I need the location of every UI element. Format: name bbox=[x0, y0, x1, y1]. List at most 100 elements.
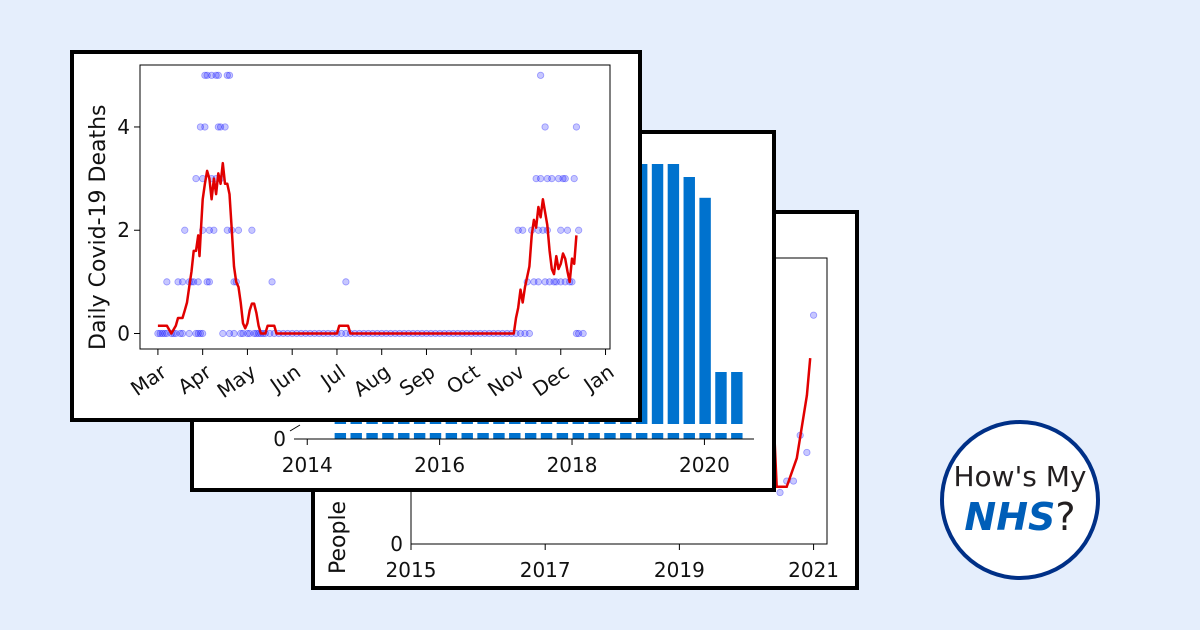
front-scatter-point bbox=[552, 278, 560, 286]
front-scatter-point bbox=[532, 175, 540, 183]
middle-bar-base bbox=[683, 433, 695, 439]
front-scatter-point bbox=[158, 329, 166, 338]
middle-bar-base bbox=[715, 433, 727, 439]
middle-bar-base bbox=[572, 433, 584, 439]
front-scatter-point bbox=[194, 329, 202, 338]
front-scatter-point bbox=[216, 123, 225, 131]
back-x-tick-label: 2017 bbox=[520, 558, 571, 582]
middle-bar-base bbox=[604, 433, 616, 439]
front-scatter-point bbox=[252, 329, 260, 338]
front-scatter-point bbox=[196, 123, 205, 131]
middle-bar bbox=[683, 177, 695, 424]
front-scatter-point bbox=[203, 71, 211, 79]
front-scatter-point bbox=[156, 329, 164, 338]
front-x-tick-label: Aug bbox=[349, 359, 395, 401]
middle-bar-base bbox=[731, 433, 743, 439]
front-y-tick-label: 0 bbox=[117, 322, 130, 346]
front-scatter-point bbox=[178, 278, 187, 286]
front-scatter-point bbox=[246, 329, 254, 338]
front-scatter-point bbox=[239, 329, 247, 338]
front-scatter-point bbox=[210, 226, 218, 234]
front-scatter-point bbox=[248, 226, 256, 234]
front-scatter-point bbox=[579, 329, 587, 338]
middle-bar-base bbox=[540, 433, 553, 439]
middle-x-tick-label: 2020 bbox=[679, 453, 730, 477]
front-scatter-point bbox=[534, 278, 542, 286]
middle-bar bbox=[731, 372, 743, 424]
front-scatter-point bbox=[516, 329, 525, 338]
front-scatter-point bbox=[563, 226, 572, 234]
middle-bar-base bbox=[556, 433, 569, 439]
front-scatter-point bbox=[570, 175, 578, 183]
front-scatter-point bbox=[212, 71, 220, 79]
front-scatter-point bbox=[194, 278, 202, 286]
front-y-tick-label: 4 bbox=[117, 115, 130, 139]
front-scatter-point bbox=[342, 278, 350, 286]
front-scatter-point bbox=[214, 123, 222, 131]
middle-bar-base bbox=[382, 433, 394, 439]
logo-question-mark: ? bbox=[1055, 494, 1076, 539]
front-scatter-point bbox=[572, 329, 581, 338]
back-scatter-point bbox=[803, 448, 811, 457]
front-scatter-point bbox=[266, 329, 274, 338]
middle-bar-base bbox=[334, 433, 347, 439]
middle-axis-break bbox=[289, 424, 301, 432]
front-scatter-point bbox=[545, 278, 554, 286]
front-scatter-point bbox=[181, 226, 189, 234]
middle-x-tick-label: 2016 bbox=[414, 453, 465, 477]
front-scatter-point bbox=[185, 329, 193, 338]
front-scatter-point bbox=[163, 278, 171, 286]
middle-bar bbox=[715, 372, 727, 424]
front-scatter-point bbox=[223, 226, 231, 234]
middle-bar-base bbox=[509, 433, 521, 439]
hows-my-nhs-logo: How's My NHS? bbox=[940, 420, 1100, 580]
middle-bar bbox=[699, 197, 711, 424]
front-x-tick-label: Jan bbox=[578, 359, 619, 397]
front-scatter-point bbox=[230, 329, 238, 338]
back-y-axis-label: People bbox=[326, 501, 351, 574]
middle-y-tick-label: 0 bbox=[273, 427, 286, 451]
middle-x-tick-label: 2014 bbox=[282, 453, 333, 477]
front-scatter-point bbox=[237, 329, 245, 338]
front-x-tick-label: Dec bbox=[528, 359, 573, 401]
middle-bar-base bbox=[667, 433, 680, 439]
front-scatter-point bbox=[537, 71, 545, 79]
front-scatter-point bbox=[174, 278, 182, 286]
front-axes-frame bbox=[139, 64, 611, 350]
front-y-tick-label: 2 bbox=[117, 218, 130, 242]
back-scatter-point bbox=[776, 488, 784, 497]
front-scatter-point bbox=[537, 175, 545, 183]
front-scatter-point bbox=[543, 175, 551, 183]
front-scatter-point bbox=[575, 226, 583, 234]
back-y-tick-label: 0 bbox=[390, 532, 403, 556]
front-scatter-point bbox=[539, 226, 547, 234]
front-scatter-point bbox=[225, 71, 234, 79]
front-scatter-point bbox=[178, 329, 187, 338]
front-scatter-point bbox=[550, 278, 558, 286]
front-scatter-point bbox=[234, 226, 243, 234]
front-scatter-point bbox=[559, 175, 567, 183]
middle-x-tick-label: 2018 bbox=[547, 453, 598, 477]
front-scatter-point bbox=[541, 278, 549, 286]
front-scatter-point bbox=[514, 226, 522, 234]
middle-bar-base bbox=[477, 433, 489, 439]
middle-bar-base bbox=[366, 433, 378, 439]
front-scatter-point bbox=[554, 175, 563, 183]
middle-bar bbox=[651, 164, 664, 424]
front-scatter-point bbox=[201, 71, 209, 79]
front-scatter-point bbox=[225, 329, 234, 338]
front-scatter-point bbox=[219, 329, 227, 338]
front-scatter-point bbox=[557, 226, 565, 234]
front-scatter-point bbox=[525, 329, 534, 338]
front-x-tick-label: Jul bbox=[315, 359, 350, 394]
front-scatter-point bbox=[192, 329, 200, 338]
front-x-tick-label: Oct bbox=[442, 359, 484, 399]
middle-bar-base bbox=[651, 433, 664, 439]
back-scatter-point bbox=[789, 477, 798, 485]
logo-nhs-text: NHS bbox=[964, 494, 1056, 539]
middle-bar-base bbox=[699, 433, 711, 439]
front-x-tick-label: Sep bbox=[395, 359, 440, 400]
middle-bar-base bbox=[429, 433, 442, 439]
